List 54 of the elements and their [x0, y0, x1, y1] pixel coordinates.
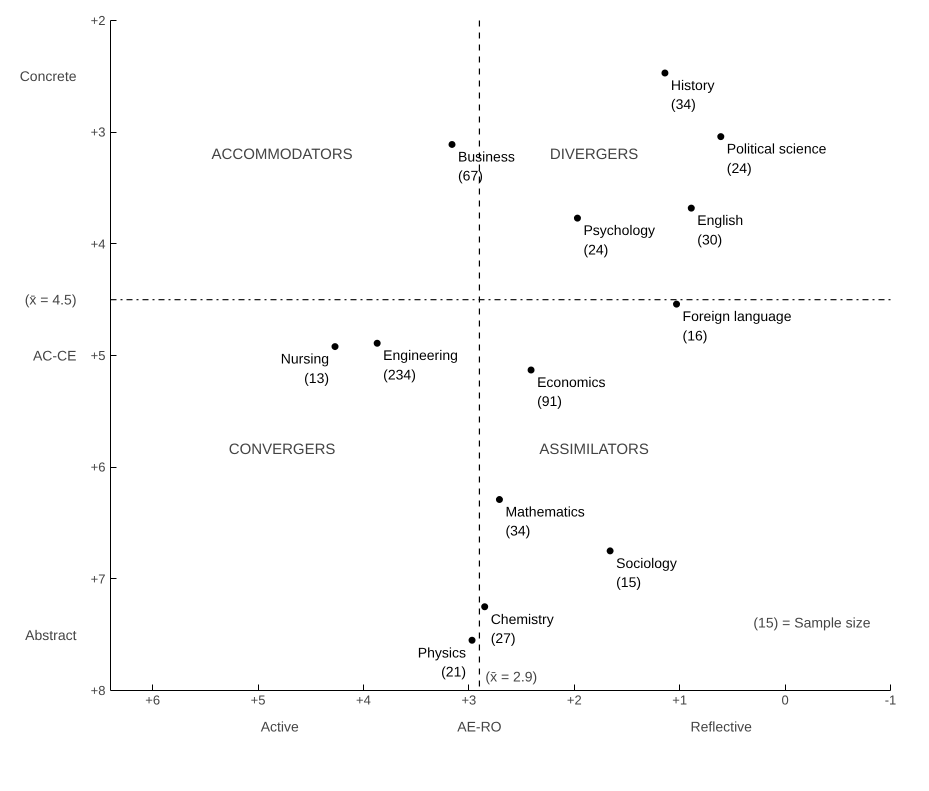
y-tick-label: +7 — [90, 571, 106, 586]
series-label: Psychology (24) — [583, 222, 656, 258]
x-tick-label: +1 — [672, 692, 688, 708]
annotation: (15) = Sample size — [753, 614, 871, 630]
point — [374, 340, 381, 347]
point — [528, 366, 535, 374]
x-tick-label: +5 — [250, 692, 266, 708]
series-label: Chemistry (27) — [490, 610, 554, 646]
ref-line-label: (x̄ = 2.9) — [485, 668, 538, 684]
x-tick-label: +2 — [566, 692, 582, 708]
x-tick-label: +4 — [356, 692, 371, 708]
series-label: Engineering (234) — [383, 347, 458, 382]
series-label: Economics (91) — [537, 374, 606, 410]
y-tick-label: +3 — [90, 124, 106, 140]
x-tick-label: +3 — [461, 692, 476, 708]
point — [574, 214, 581, 222]
annotation: DIVERGERS — [550, 146, 638, 163]
point — [673, 300, 680, 308]
annotation: CONVERGERS — [228, 440, 336, 458]
y-tick-label: +5 — [90, 348, 106, 363]
series-label: English (30) — [697, 212, 744, 248]
series-label: Nursing (13) — [280, 350, 330, 386]
text: Abstract — [25, 626, 77, 643]
point — [481, 603, 488, 610]
annotation: ASSIMILATORS — [539, 440, 649, 458]
series-label: Physics (21) — [418, 644, 466, 680]
y-tick-label: +6 — [90, 460, 106, 475]
x-tick-label: -1 — [884, 692, 896, 708]
point — [496, 496, 503, 504]
ref-line-label: (x̄ = 4.5) — [24, 292, 77, 308]
series-label: History (34) — [670, 76, 714, 112]
text: Active — [260, 718, 300, 734]
y-tick-label: +2 — [90, 13, 106, 28]
series-label: Business (67) — [458, 148, 515, 184]
point — [332, 343, 339, 350]
x-axis-title: AE-RO — [457, 718, 502, 734]
x-tick-label: 0 — [781, 692, 789, 708]
point — [448, 140, 456, 148]
point — [661, 69, 668, 76]
point — [606, 547, 614, 554]
annotation: ACCOMMODATORS — [212, 146, 353, 163]
x-tick-label: +6 — [145, 692, 160, 708]
y-tick-label: +8 — [90, 683, 106, 698]
series-label: Foreign language (16) — [682, 308, 792, 344]
text: Concrete — [20, 68, 77, 84]
y-tick-label: +4 — [90, 236, 106, 252]
series-label: Political science (24) — [726, 140, 827, 176]
text: Reflective — [690, 718, 752, 734]
point — [717, 133, 724, 140]
series-label: Mathematics (34) — [505, 504, 585, 539]
point — [688, 204, 695, 212]
series-label: Sociology (15) — [616, 554, 677, 590]
point — [468, 636, 476, 644]
y-axis-title: AC-CE — [32, 348, 77, 364]
